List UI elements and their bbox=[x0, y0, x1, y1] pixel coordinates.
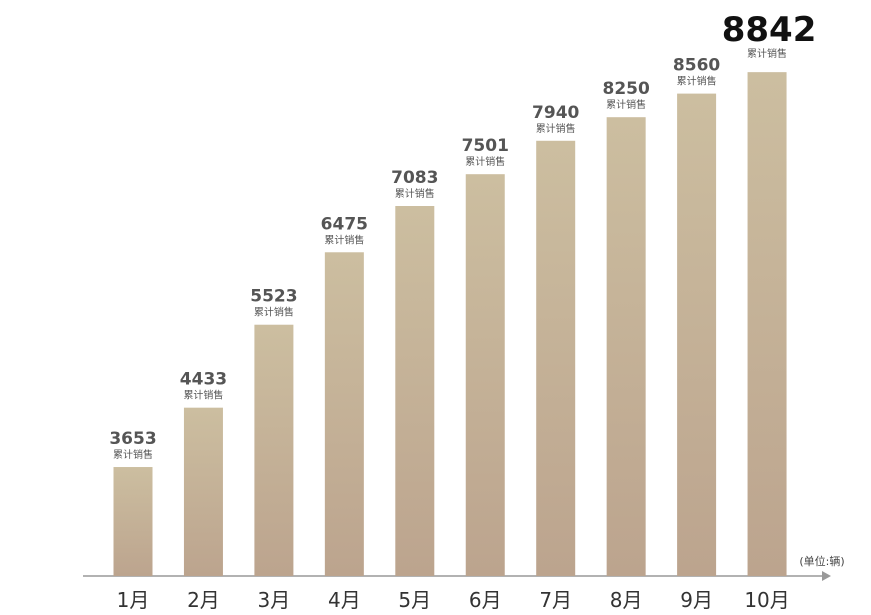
bar bbox=[677, 93, 717, 577]
annotation: 累计销售 bbox=[113, 448, 153, 461]
value-label: 7501 bbox=[462, 136, 509, 156]
x-tick-label: 5月 bbox=[398, 588, 431, 612]
unit-label: (单位:辆) bbox=[799, 554, 844, 568]
value-label: 8560 bbox=[673, 56, 720, 76]
value-label: 6475 bbox=[321, 214, 368, 234]
bar bbox=[183, 407, 223, 576]
x-tick-label: 1月 bbox=[117, 588, 150, 612]
annotation: 累计销售 bbox=[536, 122, 576, 135]
value-label: 4433 bbox=[180, 370, 227, 390]
annotation: 累计销售 bbox=[677, 75, 717, 88]
bar bbox=[606, 117, 646, 576]
x-tick-label: 2月 bbox=[187, 588, 220, 612]
annotation: 累计销售 bbox=[606, 98, 646, 111]
value-label: 7083 bbox=[391, 168, 438, 188]
annotation: 累计销售 bbox=[747, 47, 787, 60]
axis-arrow bbox=[822, 571, 831, 581]
value-label: 8842 bbox=[722, 10, 817, 50]
value-label: 7940 bbox=[532, 103, 579, 123]
annotation: 累计销售 bbox=[254, 306, 294, 319]
bar bbox=[465, 174, 505, 576]
x-tick-label: 7月 bbox=[539, 588, 572, 612]
annotation: 累计销售 bbox=[324, 233, 364, 246]
x-tick-label: 4月 bbox=[328, 588, 361, 612]
x-tick-label: 10月 bbox=[744, 588, 789, 612]
bar bbox=[113, 467, 153, 576]
x-tick-label: 6月 bbox=[469, 588, 502, 612]
annotation: 累计销售 bbox=[183, 389, 223, 402]
annotation: 累计销售 bbox=[395, 187, 435, 200]
bar bbox=[254, 324, 294, 576]
bar bbox=[536, 140, 576, 576]
x-tick-label: 3月 bbox=[258, 588, 291, 612]
value-label: 8250 bbox=[602, 79, 649, 99]
bar bbox=[747, 72, 787, 576]
value-label: 5523 bbox=[250, 287, 297, 307]
value-label: 3653 bbox=[109, 429, 156, 449]
x-tick-label: 8月 bbox=[610, 588, 643, 612]
bar bbox=[395, 206, 435, 576]
x-tick-label: 9月 bbox=[680, 588, 713, 612]
bar bbox=[324, 252, 364, 576]
annotation: 累计销售 bbox=[465, 155, 505, 168]
